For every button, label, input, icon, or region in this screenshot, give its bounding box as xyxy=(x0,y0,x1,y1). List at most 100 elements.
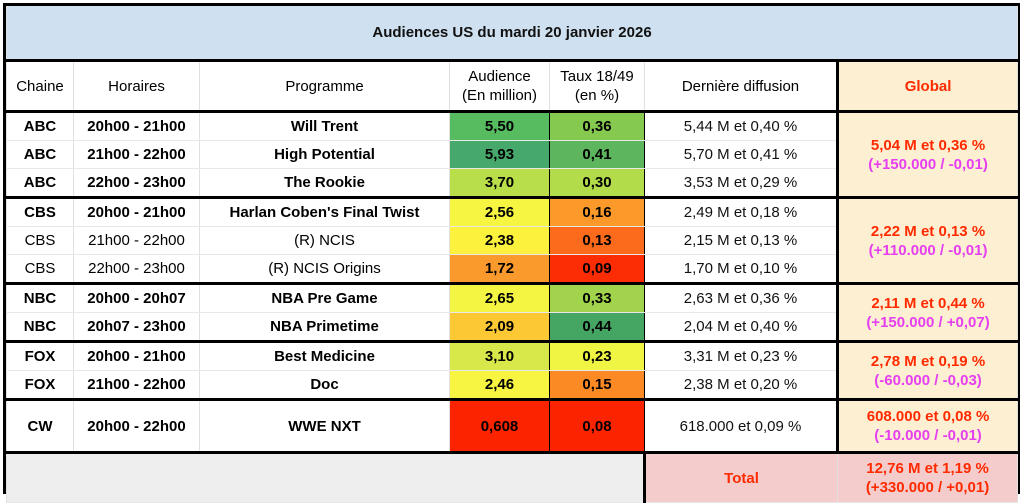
header-global: Global xyxy=(835,60,1019,113)
global-diff-value: (+150.000 / +0,07) xyxy=(866,313,990,331)
total-empty-cell xyxy=(6,452,646,503)
cell-taux: 0,41 xyxy=(549,140,645,169)
header-audience: Audience (En million) xyxy=(449,60,550,113)
table-row: ABC 22h00 - 23h00 The Rookie 3,70 0,30 3,53 M… xyxy=(6,168,1018,199)
cell-taux: 0,33 xyxy=(549,283,645,313)
cell-horaires: 22h00 - 23h00 xyxy=(73,254,200,285)
header-programme: Programme xyxy=(199,60,450,113)
cell-chaine: NBC xyxy=(6,283,74,313)
cell-horaires: 20h00 - 21h00 xyxy=(73,111,200,141)
header-audience-line1: Audience xyxy=(468,68,531,85)
header-row: Chaine Horaires Programme Audience (En m… xyxy=(6,60,1019,113)
cell-audience: 2,46 xyxy=(449,370,550,401)
global-main-value: 608.000 et 0,08 % xyxy=(866,408,990,425)
cell-horaires: 22h00 - 23h00 xyxy=(73,168,200,199)
header-taux-line1: Taux 18/49 xyxy=(560,68,634,85)
cell-audience: 0,608 xyxy=(449,399,550,454)
cell-horaires: 21h00 - 22h00 xyxy=(73,226,200,255)
cell-global: 2,78 M et 0,19 % (-60.000 / -0,03) xyxy=(835,341,1019,401)
table-row: NBC 20h07 - 23h00 NBA Primetime 2,09 0,44 2,0… xyxy=(6,312,1018,343)
audience-table: Audiences US du mardi 20 janvier 2026 Ch… xyxy=(5,6,1019,503)
cell-taux: 0,36 xyxy=(549,111,645,141)
cell-horaires: 20h00 - 22h00 xyxy=(73,399,200,454)
cell-audience: 2,38 xyxy=(449,226,550,255)
cell-audience: 5,50 xyxy=(449,111,550,141)
cell-programme: Harlan Coben's Final Twist xyxy=(199,197,450,227)
cell-horaires: 20h07 - 23h00 xyxy=(73,312,200,343)
cell-taux: 0,44 xyxy=(549,312,645,343)
table-row: CW 20h00 - 22h00 WWE NXT 0,608 0,08 618.000 e… xyxy=(6,399,1019,454)
table-row: FOX 20h00 - 21h00 Best Medicine 3,10 0,23 3,3… xyxy=(6,341,1019,401)
cell-chaine: FOX xyxy=(6,341,74,371)
cell-chaine: NBC xyxy=(6,312,74,343)
cell-audience: 2,09 xyxy=(449,312,550,343)
cell-chaine: ABC xyxy=(6,111,74,141)
cell-derniere-diffusion: 3,31 M et 0,23 % xyxy=(644,341,838,371)
table-row: FOX 21h00 - 22h00 Doc 2,46 0,15 2,38 M et 0,2… xyxy=(6,370,1018,401)
cell-derniere-diffusion: 5,70 M et 0,41 % xyxy=(644,140,838,169)
cell-taux: 0,13 xyxy=(549,226,645,255)
cell-derniere-diffusion: 2,63 M et 0,36 % xyxy=(644,283,838,313)
cell-derniere-diffusion: 2,38 M et 0,20 % xyxy=(644,370,838,401)
global-main-value: 2,78 M et 0,19 % xyxy=(870,352,986,370)
cell-derniere-diffusion: 2,49 M et 0,18 % xyxy=(644,197,838,227)
table-row: CBS 22h00 - 23h00 (R) NCIS Origins 1,72 0,09… xyxy=(6,254,1018,285)
table-row: NBC 20h00 - 20h07 NBA Pre Game 2,65 0,33 2,63… xyxy=(6,283,1019,343)
table-row: ABC 20h00 - 21h00 Will Trent 5,50 0,36 5,44 M… xyxy=(6,111,1019,199)
cell-chaine: CBS xyxy=(6,226,74,255)
cell-taux: 0,15 xyxy=(549,370,645,401)
cell-global: 2,11 M et 0,44 % (+150.000 / +0,07) xyxy=(835,283,1019,343)
cell-programme: (R) NCIS Origins xyxy=(199,254,450,285)
cell-programme: WWE NXT xyxy=(199,399,450,454)
total-value: 12,76 M et 1,19 % (+330.000 / +0,01) xyxy=(836,452,1019,503)
cell-audience: 2,65 xyxy=(449,283,550,313)
cell-programme: (R) NCIS xyxy=(199,226,450,255)
header-chaine: Chaine xyxy=(6,60,74,113)
global-diff-value: (+150.000 / -0,01) xyxy=(868,155,988,173)
cell-programme: High Potential xyxy=(199,140,450,169)
cell-derniere-diffusion: 3,53 M et 0,29 % xyxy=(644,168,838,199)
global-diff-value: (+110.000 / -0,01) xyxy=(868,241,988,259)
cell-programme: The Rookie xyxy=(199,168,450,199)
cell-taux: 0,08 xyxy=(549,399,645,454)
global-diff-value: (-60.000 / -0,03) xyxy=(874,371,982,389)
cell-derniere-diffusion: 2,04 M et 0,40 % xyxy=(644,312,838,343)
cell-programme: Doc xyxy=(199,370,450,401)
cell-taux: 0,09 xyxy=(549,254,645,285)
cell-horaires: 21h00 - 22h00 xyxy=(73,140,200,169)
table-row: CBS 20h00 - 21h00 Harlan Coben's Final Twi… xyxy=(6,197,1019,285)
cell-programme: NBA Pre Game xyxy=(199,283,450,313)
cell-global: 5,04 M et 0,36 % (+150.000 / -0,01) xyxy=(835,111,1019,199)
cell-horaires: 20h00 - 21h00 xyxy=(73,197,200,227)
table-title: Audiences US du mardi 20 janvier 2026 xyxy=(5,6,1019,62)
cell-global: 608.000 et 0,08 % (-10.000 / -0,01) xyxy=(835,399,1019,454)
cell-chaine: FOX xyxy=(6,370,74,401)
cell-audience: 1,72 xyxy=(449,254,550,285)
global-main-value: 5,04 M et 0,36 % xyxy=(870,136,986,154)
total-diff-value: (+330.000 / +0,01) xyxy=(865,479,990,496)
cell-programme: Will Trent xyxy=(199,111,450,141)
cell-horaires: 20h00 - 20h07 xyxy=(73,283,200,313)
cell-horaires: 20h00 - 21h00 xyxy=(73,341,200,371)
cell-global: 2,22 M et 0,13 % (+110.000 / -0,01) xyxy=(835,197,1019,285)
header-taux-line2: (en %) xyxy=(574,87,620,104)
header-audience-line2: (En million) xyxy=(461,87,537,104)
cell-programme: NBA Primetime xyxy=(199,312,450,343)
cell-chaine: CW xyxy=(6,399,74,454)
cell-chaine: CBS xyxy=(6,254,74,285)
table-row: CBS 21h00 - 22h00 (R) NCIS 2,38 0,13 2,15 M e… xyxy=(6,226,1018,255)
cell-programme: Best Medicine xyxy=(199,341,450,371)
global-diff-value: (-10.000 / -0,01) xyxy=(874,427,982,444)
global-main-value: 2,22 M et 0,13 % xyxy=(870,222,986,240)
cell-derniere-diffusion: 2,15 M et 0,13 % xyxy=(644,226,838,255)
cell-taux: 0,23 xyxy=(549,341,645,371)
cell-chaine: CBS xyxy=(6,197,74,227)
cell-taux: 0,16 xyxy=(549,197,645,227)
cell-horaires: 21h00 - 22h00 xyxy=(73,370,200,401)
cell-audience: 3,70 xyxy=(449,168,550,199)
header-taux: Taux 18/49 (en %) xyxy=(549,60,645,113)
global-main-value: 2,11 M et 0,44 % xyxy=(871,294,985,312)
cell-derniere-diffusion: 1,70 M et 0,10 % xyxy=(644,254,838,285)
total-row: Total 12,76 M et 1,19 % (+330.000 / +0,01) xyxy=(6,452,1019,503)
header-horaires: Horaires xyxy=(73,60,200,113)
